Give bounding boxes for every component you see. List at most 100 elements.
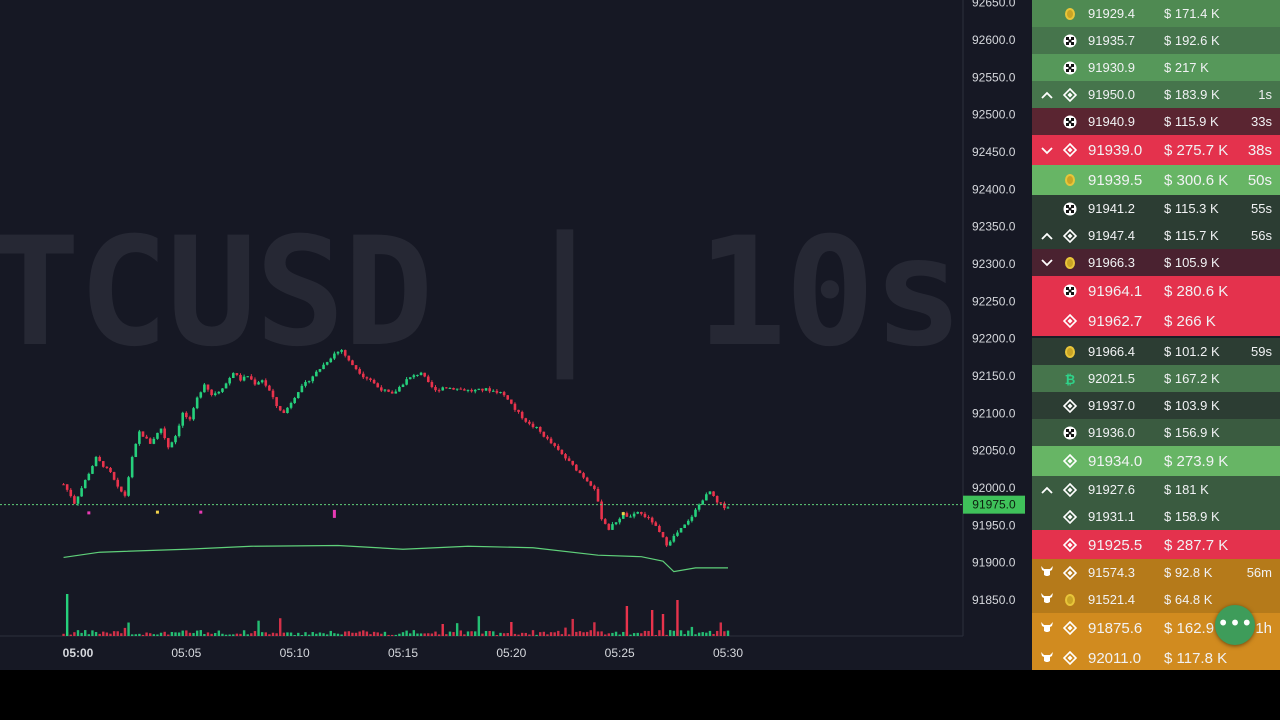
volume-bar	[539, 632, 542, 636]
volume-bar	[528, 634, 531, 636]
volume-bar	[697, 632, 701, 636]
candle-body	[676, 532, 679, 536]
candle-body	[69, 489, 73, 497]
volume-bar	[174, 632, 177, 636]
volume-bar	[156, 634, 159, 636]
volume-bar	[376, 632, 379, 636]
more-options-button[interactable]: •••	[1215, 605, 1255, 645]
okx-exchange-icon	[1062, 33, 1078, 49]
volume-bar	[416, 633, 419, 636]
volume-bar	[145, 632, 148, 636]
candle-body	[412, 375, 416, 378]
trade-row: ₿ 92021.5 $ 167.2 K	[1032, 365, 1280, 392]
volume-bar	[452, 632, 455, 636]
price-chart[interactable]: 92650.0 92600.0 92550.0 92500.0 92450.0 92400…	[0, 0, 1032, 670]
candle-body	[130, 457, 134, 478]
chevron-down-icon	[1040, 255, 1054, 270]
volume-bar	[546, 634, 549, 636]
candle-body	[369, 378, 372, 380]
volume-bar	[279, 618, 282, 636]
candle-body	[296, 392, 300, 399]
candle-body	[94, 456, 98, 467]
volume-bar	[340, 634, 343, 636]
candle-body	[213, 393, 217, 395]
trade-price: 91875.6	[1088, 619, 1143, 637]
candle-body	[148, 438, 152, 444]
watermark-symbol-label: TCUSD | 10s	[0, 206, 963, 380]
volume-bar	[325, 634, 329, 636]
chart-area[interactable]: TCUSD | 10s 92650.0 92600.0 92550.0 92500.0…	[0, 0, 1032, 670]
candle-body	[690, 516, 694, 521]
volume-bar	[593, 622, 596, 636]
volume-bar	[683, 634, 686, 636]
volume-bar	[520, 632, 524, 636]
trade-price: 91930.9	[1088, 60, 1135, 75]
candle-body	[156, 432, 159, 439]
trade-value: $ 103.9 K	[1164, 398, 1220, 413]
volume-bar	[76, 630, 80, 636]
volume-bar	[123, 627, 127, 636]
candle-body	[679, 528, 683, 533]
okx-exchange-icon	[1062, 60, 1078, 76]
volume-bar	[726, 630, 730, 636]
candle-body	[430, 382, 434, 388]
volume-bar	[643, 630, 647, 636]
candle-body	[481, 388, 484, 391]
candle-body	[195, 397, 199, 409]
trade-age: 1s	[1258, 87, 1272, 102]
volume-bar	[423, 633, 426, 636]
candle-body	[253, 379, 257, 385]
candle-body	[347, 355, 351, 361]
candle-body	[76, 496, 80, 504]
volume-bar	[257, 620, 260, 636]
y-tick-label: 92450.0	[972, 145, 1016, 159]
volume-bar	[250, 633, 253, 636]
candle-body	[65, 484, 69, 490]
candle-body	[567, 458, 571, 461]
volume-bar	[347, 631, 351, 636]
svg-text:₿: ₿	[1065, 373, 1076, 386]
binance-exchange-icon	[1062, 453, 1078, 469]
candle-body	[329, 358, 333, 363]
volume-bar	[228, 634, 231, 636]
candle-body	[73, 496, 76, 504]
candle-body	[289, 402, 293, 408]
volume-spike	[661, 614, 665, 636]
trade-marker	[332, 509, 336, 518]
volume-bar	[333, 633, 336, 636]
volume-bar	[199, 630, 202, 636]
trade-row: 91929.4 $ 171.4 K	[1032, 0, 1280, 27]
candle-body	[705, 494, 708, 501]
volume-bar	[600, 631, 603, 636]
volume-bar	[690, 626, 694, 636]
volume-bar	[232, 634, 235, 636]
candle-body	[239, 374, 242, 381]
coin-exchange-icon	[1062, 344, 1078, 360]
candle-body	[668, 541, 672, 546]
candle-body	[87, 473, 91, 481]
volume-bar	[629, 634, 632, 636]
candle-body	[607, 523, 611, 530]
trade-row: 91931.1 $ 158.9 K	[1032, 503, 1280, 530]
volume-bar	[297, 632, 300, 636]
binance-exchange-icon	[1062, 87, 1078, 103]
candle-body	[318, 369, 322, 372]
candle-body	[188, 417, 192, 420]
candle-body	[715, 496, 719, 503]
candle-body	[434, 387, 437, 391]
chevron-up-icon	[1040, 482, 1054, 497]
volume-bar	[210, 633, 213, 636]
candle-body	[163, 428, 166, 439]
candle-body	[174, 436, 177, 443]
volume-bar	[322, 633, 325, 636]
volume-bar	[242, 630, 246, 636]
candle-body	[712, 491, 715, 497]
volume-bar	[394, 634, 397, 636]
candle-body	[293, 398, 296, 403]
candle-body	[134, 443, 138, 458]
trade-row: 91964.1 $ 280.6 K	[1032, 276, 1280, 306]
chevron-down-icon	[1040, 142, 1054, 159]
y-tick-label: 92300.0	[972, 257, 1016, 271]
candle-body	[401, 384, 405, 388]
y-tick-label: 92650.0	[972, 0, 1016, 10]
